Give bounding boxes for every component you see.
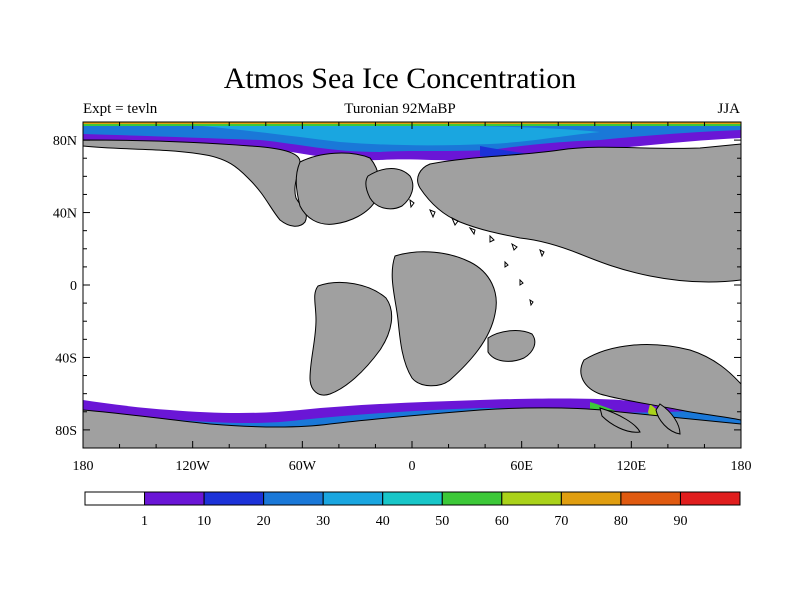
period-label: Turonian 92MaBP bbox=[344, 101, 456, 117]
colorbar-label: 70 bbox=[554, 514, 568, 529]
y-tick-label: 40S bbox=[55, 351, 77, 366]
colorbar-label: 30 bbox=[316, 514, 330, 529]
y-tick-label: 40N bbox=[53, 207, 77, 222]
small-islands bbox=[409, 198, 545, 307]
x-tick-label: 60E bbox=[510, 459, 533, 474]
colorbar: 1 10 20 30 40 50 60 70 80 90 bbox=[84, 491, 741, 529]
colorbar-swatch bbox=[263, 491, 324, 506]
experiment-label: Expt = tevln bbox=[83, 101, 158, 117]
colorbar-label: 80 bbox=[614, 514, 628, 529]
colorbar-label: 20 bbox=[257, 514, 271, 529]
colorbar-swatch bbox=[382, 491, 443, 506]
colorbar-swatch bbox=[679, 491, 741, 506]
x-tick-label: 180 bbox=[731, 459, 752, 474]
arctic-sea-ice bbox=[83, 122, 741, 161]
colorbar-swatch bbox=[560, 491, 622, 506]
map-title: Atmos Sea Ice Concentration bbox=[223, 62, 577, 95]
x-tick-label: 120W bbox=[176, 459, 211, 474]
colorbar-label: 40 bbox=[376, 514, 390, 529]
season-label: JJA bbox=[717, 101, 740, 117]
colorbar-swatch bbox=[144, 491, 205, 506]
colorbar-swatch bbox=[203, 491, 265, 506]
x-tick-label: 60W bbox=[289, 459, 317, 474]
colorbar-swatch bbox=[84, 491, 146, 506]
y-tick-label: 80S bbox=[55, 424, 77, 439]
x-tick-label: 0 bbox=[409, 459, 416, 474]
x-tick-label: 180 bbox=[73, 459, 94, 474]
land-masses bbox=[83, 139, 741, 448]
y-tick-label: 80N bbox=[53, 134, 77, 149]
colorbar-label: 1 bbox=[141, 514, 148, 529]
x-tick-label: 120E bbox=[617, 459, 647, 474]
colorbar-label: 50 bbox=[435, 514, 449, 529]
colorbar-swatch bbox=[501, 491, 562, 506]
colorbar-swatch bbox=[322, 491, 384, 506]
colorbar-swatch bbox=[441, 491, 503, 506]
colorbar-swatch bbox=[620, 491, 681, 506]
colorbar-label: 90 bbox=[673, 514, 687, 529]
map-axes: 80N 40N 0 40S 80S 180 120W 60W 0 60E 120E 180 bbox=[53, 121, 752, 474]
y-tick-label: 0 bbox=[70, 279, 77, 294]
colorbar-label: 60 bbox=[495, 514, 509, 529]
colorbar-label: 10 bbox=[197, 514, 211, 529]
